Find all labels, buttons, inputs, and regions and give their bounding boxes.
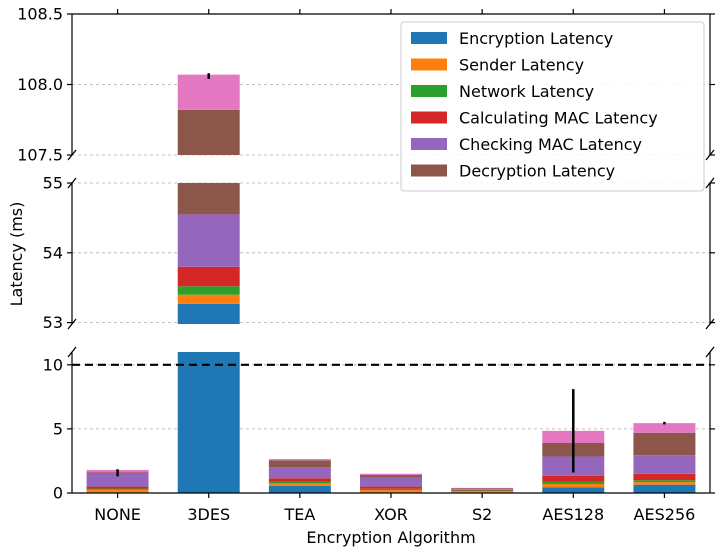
bar-none-calculating-mac-latency	[86, 486, 149, 489]
legend-swatch-network-latency	[411, 85, 447, 97]
bar-xor-sender-latency	[360, 490, 422, 493]
x-tick-label-aes128: AES128	[542, 505, 604, 524]
bar-none-checking-mac-latency	[86, 473, 149, 487]
legend-swatch-sender-latency	[411, 58, 447, 71]
axis-break-mark	[705, 346, 715, 358]
y-axis-title: Latency (ms)	[7, 202, 26, 307]
axis-break-mark	[67, 346, 77, 358]
axis-break-mark	[705, 149, 715, 161]
chart-panels: 107.5 108.0 108.5 53 54 55 0 5 10 NONE 3DES TEA XOR S…	[17, 5, 715, 524]
bar-aes256-decryption-latency	[633, 432, 696, 456]
y-tick-label: 0	[53, 484, 63, 503]
x-tick-label-3des: 3DES	[187, 505, 230, 524]
bar-xor-network-latency	[360, 488, 422, 491]
y-tick-label: 53	[43, 313, 63, 332]
legend-label-sender-latency: Sender Latency	[459, 56, 584, 75]
bar-3des-decryption-latency	[177, 183, 240, 215]
bar-aes128-sender-latency	[542, 484, 605, 488]
legend: Encryption Latency Sender Latency Network …	[400, 21, 705, 192]
bar-none-network-latency	[86, 488, 149, 490]
panel-1: 107.5 108.0 108.5	[17, 5, 715, 165]
axis-break-mark	[67, 318, 77, 330]
x-tick-label-xor: XOR	[374, 505, 408, 524]
bar-tea-decryption-latency	[268, 460, 331, 468]
bar-s2-network-latency	[451, 490, 514, 492]
bar-3des-encryption-latency	[177, 352, 240, 493]
bar-3des-network-latency	[177, 286, 240, 295]
bar-tea-hidden-latency	[268, 459, 331, 461]
legend-label-network-latency: Network Latency	[459, 82, 594, 101]
legend-label-encryption-latency: Encryption Latency	[459, 29, 613, 48]
axis-break-mark	[705, 318, 715, 330]
y-tick-label: 55	[43, 174, 63, 193]
x-tick-label-aes256: AES256	[634, 505, 696, 524]
legend-swatch-decryption-latency	[411, 164, 447, 177]
axis-break-mark	[67, 149, 77, 161]
bars	[177, 74, 240, 155]
bar-s2-checking-mac-latency	[451, 489, 514, 490]
bar-3des-checking-mac-latency	[177, 214, 240, 267]
bar-xor-checking-mac-latency	[360, 477, 422, 487]
bar-tea-sender-latency	[268, 483, 331, 486]
bar-3des-decryption-latency	[177, 109, 240, 155]
legend-label-calculating-mac-latency: Calculating MAC Latency	[459, 109, 658, 128]
x-tick-label-s2: S2	[472, 505, 492, 524]
bars	[177, 183, 240, 324]
bar-s2-sender-latency	[451, 491, 514, 493]
bar-aes256-network-latency	[633, 480, 696, 483]
y-tick-label: 5	[53, 419, 63, 438]
bar-s2-decryption-latency	[451, 488, 514, 490]
bar-aes256-sender-latency	[633, 482, 696, 485]
bar-aes256-checking-mac-latency	[633, 455, 696, 474]
bar-tea-encryption-latency	[268, 485, 331, 493]
bar-xor-hidden-latency	[360, 473, 422, 476]
y-tick-label: 108.5	[17, 5, 63, 24]
bar-none-sender-latency	[86, 489, 149, 493]
axis-break-mark	[67, 177, 77, 189]
y-tick-label: 108.0	[17, 75, 63, 94]
x-axis-title: Encryption Algorithm	[306, 528, 475, 547]
legend-frame	[400, 21, 705, 192]
y-tick-label: 10	[43, 355, 63, 374]
bar-aes128-network-latency	[542, 481, 605, 485]
bar-xor-decryption-latency	[360, 475, 422, 478]
bar-3des-sender-latency	[177, 294, 240, 304]
axis-break-mark	[705, 177, 715, 189]
y-tick-label: 54	[43, 243, 63, 262]
bar-s2-hidden-latency	[451, 487, 514, 489]
x-tick-label-none: NONE	[94, 505, 141, 524]
legend-label-checking-mac-latency: Checking MAC Latency	[459, 135, 642, 154]
bar-s2-calculating-mac-latency	[451, 489, 514, 491]
bar-aes256-hidden-latency	[633, 423, 696, 433]
bar-3des-hidden-latency	[177, 74, 240, 110]
legend-swatch-checking-mac-latency	[411, 138, 447, 150]
legend-swatch-encryption-latency	[411, 32, 447, 44]
y-tick-label: 107.5	[17, 146, 63, 165]
panel-3: 0 5 10 NONE 3DES TEA XOR S2 AES128 AES256	[43, 346, 715, 524]
bar-tea-network-latency	[268, 481, 331, 484]
bars	[86, 352, 696, 493]
bar-aes128-encryption-latency	[542, 487, 605, 493]
legend-swatch-calculating-mac-latency	[411, 111, 447, 124]
bar-tea-checking-mac-latency	[268, 467, 331, 479]
bar-xor-calculating-mac-latency	[360, 486, 422, 489]
bar-aes256-calculating-mac-latency	[633, 473, 696, 481]
x-tick-label-tea: TEA	[283, 505, 315, 524]
bar-tea-calculating-mac-latency	[268, 478, 331, 482]
legend-label-decryption-latency: Decryption Latency	[459, 162, 615, 181]
bar-3des-calculating-mac-latency	[177, 266, 240, 287]
bar-3des-encryption-latency	[177, 303, 240, 324]
panel-2: 53 54 55	[43, 174, 715, 332]
bar-aes256-encryption-latency	[633, 484, 696, 493]
bar-aes128-calculating-mac-latency	[542, 475, 605, 482]
